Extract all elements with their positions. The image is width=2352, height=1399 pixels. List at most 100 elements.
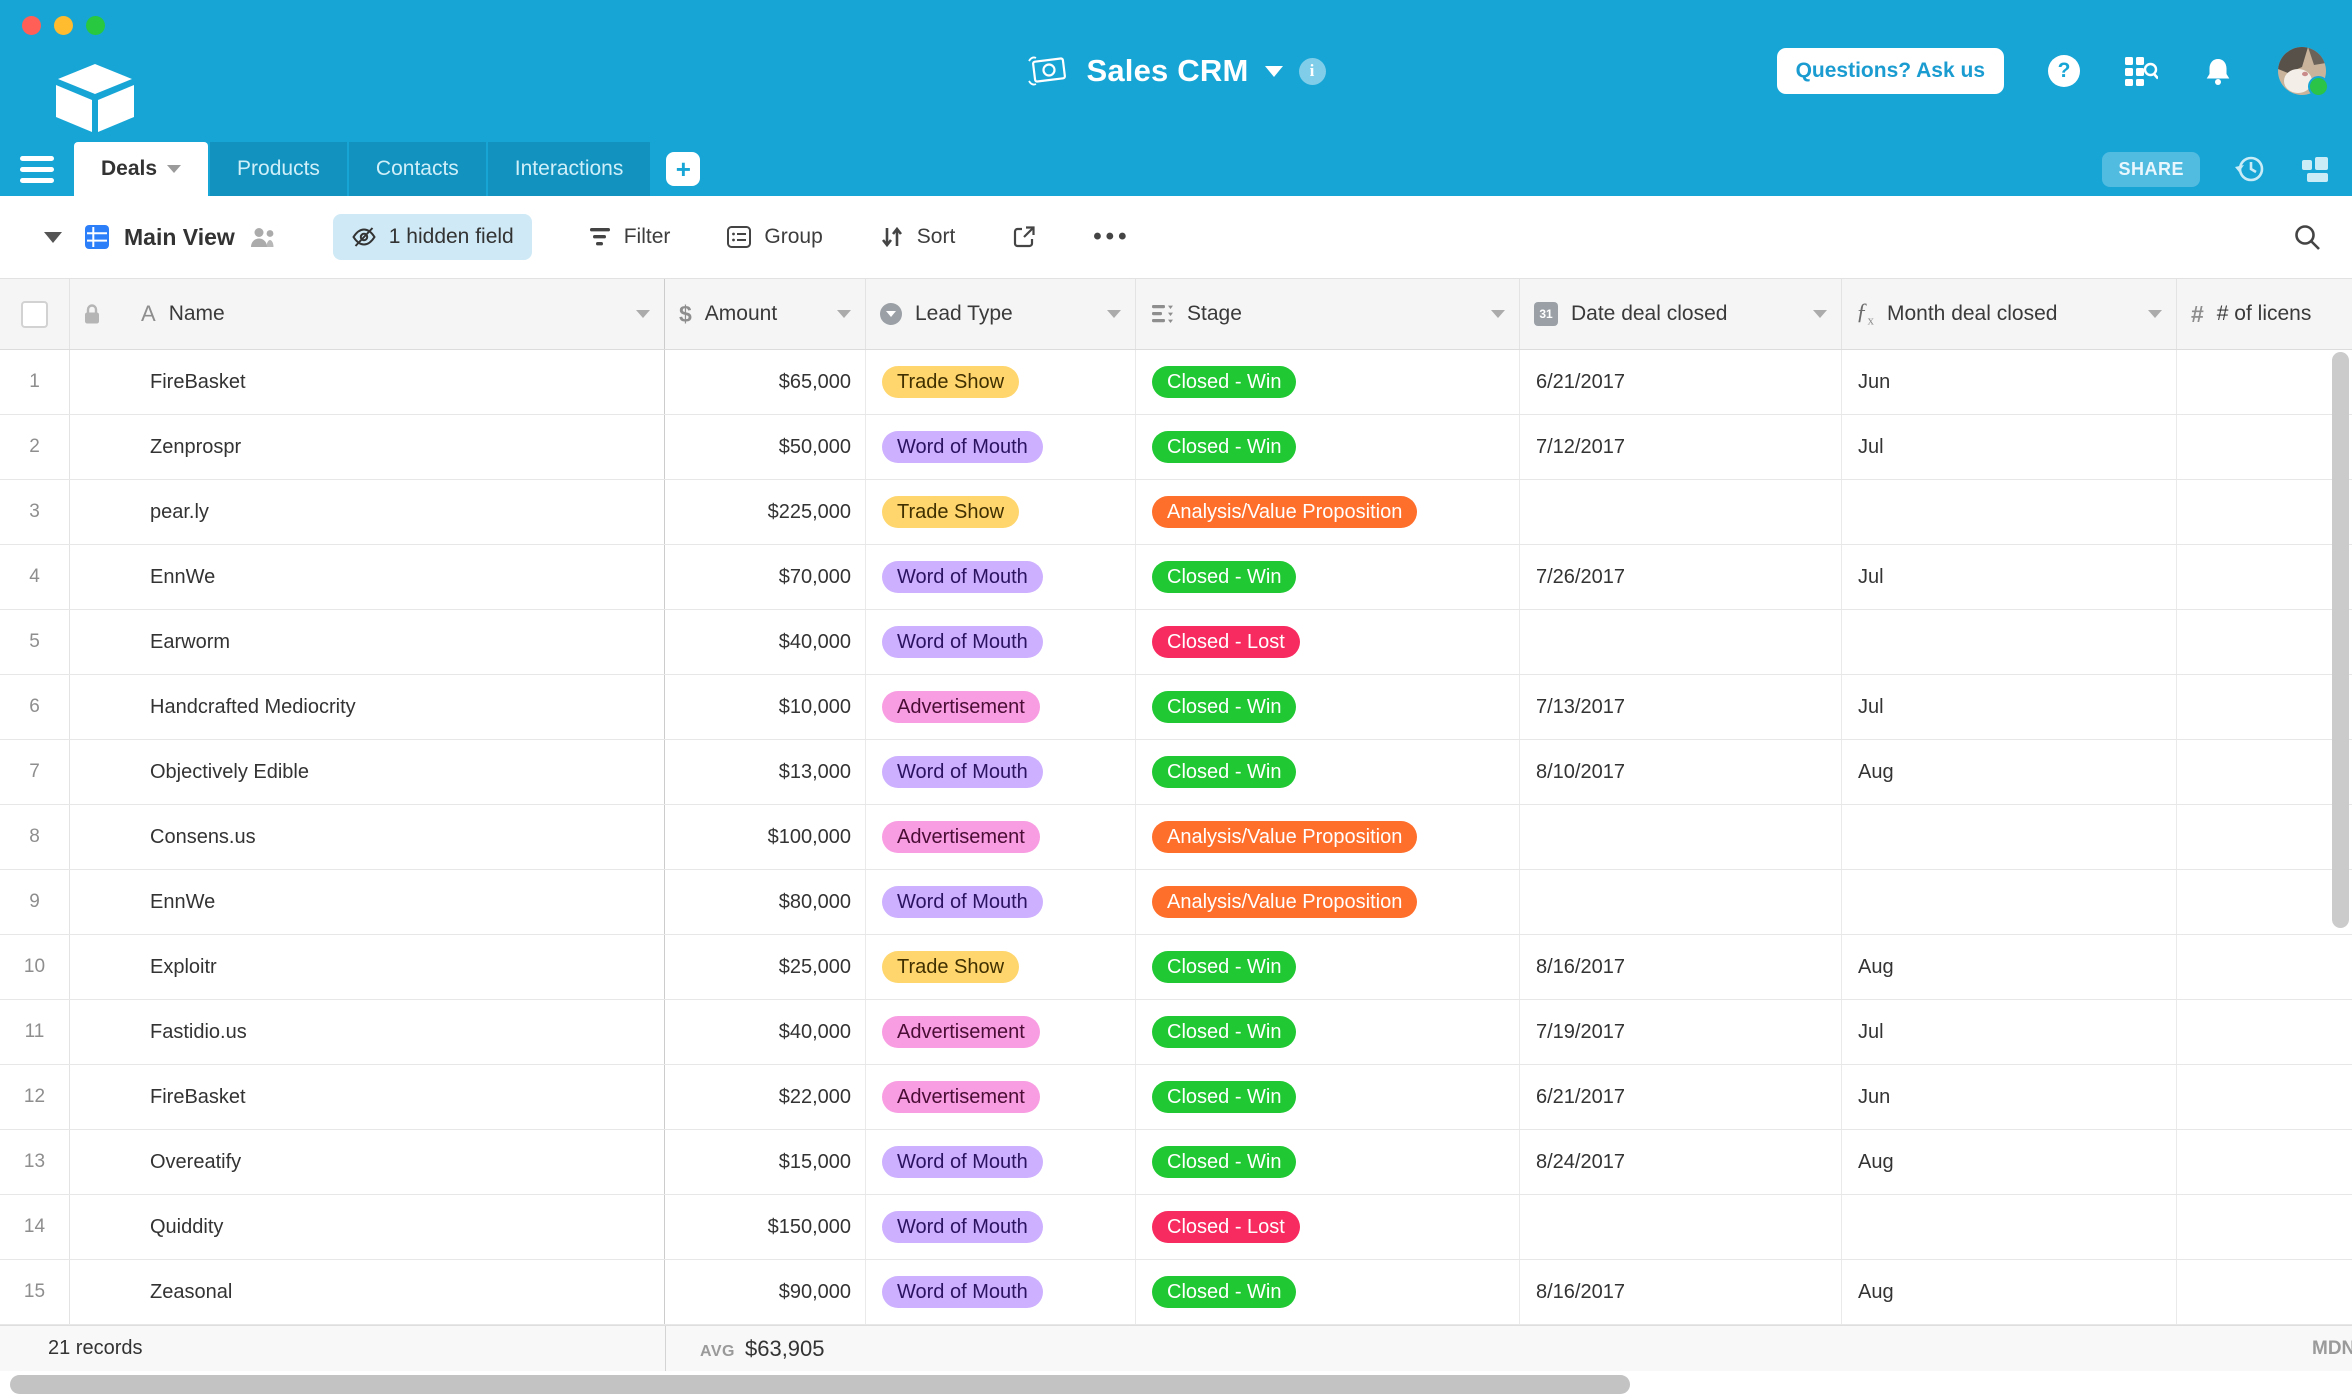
column-caret-icon[interactable] [1813,310,1827,318]
cell-lead-type[interactable]: Word of Mouth [866,415,1136,479]
cell-stage[interactable]: Closed - Win [1136,1260,1520,1324]
cell-date-deal-closed[interactable] [1520,870,1842,934]
sort-button[interactable]: Sort [879,224,955,250]
cell-num-licenses[interactable] [2177,480,2352,544]
cell-month-deal-closed[interactable] [1842,1195,2177,1259]
cell-stage[interactable]: Analysis/Value Proposition [1136,805,1520,869]
vertical-scrollbar-thumb[interactable] [2332,352,2349,928]
cell-stage[interactable]: Closed - Win [1136,1000,1520,1064]
cell-lead-type[interactable]: Word of Mouth [866,545,1136,609]
avg-value[interactable]: $63,905 [744,1335,825,1361]
cell-month-deal-closed[interactable]: Jul [1842,415,2177,479]
cell-date-deal-closed[interactable] [1520,805,1842,869]
cell-lead-type[interactable]: Word of Mouth [866,740,1136,804]
cell-month-deal-closed[interactable]: Jun [1842,1065,2177,1129]
cell-amount[interactable]: $50,000 [665,415,866,479]
base-title[interactable]: Sales CRM [1086,53,1249,88]
cell-num-licenses[interactable] [2177,1000,2352,1064]
cell-name[interactable]: EnnWe [70,545,665,609]
tab-products[interactable]: Products [210,142,347,196]
cell-amount[interactable]: $40,000 [665,610,866,674]
cell-month-deal-closed[interactable]: Aug [1842,740,2177,804]
cell-name[interactable]: Zeasonal [70,1260,665,1324]
view-name[interactable]: Main View [124,223,235,250]
cell-num-licenses[interactable] [2177,545,2352,609]
cell-month-deal-closed[interactable]: Jul [1842,675,2177,739]
cell-date-deal-closed[interactable]: 7/26/2017 [1520,545,1842,609]
cell-amount[interactable]: $90,000 [665,1260,866,1324]
tab-contacts[interactable]: Contacts [348,142,486,196]
cell-month-deal-closed[interactable]: Jul [1842,1000,2177,1064]
cell-stage[interactable]: Analysis/Value Proposition [1136,480,1520,544]
cell-lead-type[interactable]: Word of Mouth [866,870,1136,934]
column-header-name[interactable]: A Name [70,279,665,349]
cell-lead-type[interactable]: Advertisement [866,1000,1136,1064]
questions-button[interactable]: Questions? Ask us [1776,48,2004,94]
cell-date-deal-closed[interactable]: 7/19/2017 [1520,1000,1842,1064]
search-icon[interactable] [2292,222,2322,252]
cell-num-licenses[interactable] [2177,1260,2352,1324]
row-number[interactable]: 7 [0,740,70,804]
minimize-button[interactable] [54,16,73,35]
group-button[interactable]: Group [726,224,823,250]
cell-stage[interactable]: Closed - Win [1136,415,1520,479]
cell-amount[interactable]: $40,000 [665,1000,866,1064]
column-header-amount[interactable]: $ Amount [665,279,866,349]
cell-num-licenses[interactable] [2177,675,2352,739]
share-view-icon[interactable] [1011,224,1037,250]
cell-amount[interactable]: $10,000 [665,675,866,739]
cell-name[interactable]: Zenprospr [70,415,665,479]
cell-amount[interactable]: $150,000 [665,1195,866,1259]
column-header-date-deal-closed[interactable]: 31 Date deal closed [1520,279,1842,349]
row-number[interactable]: 15 [0,1260,70,1324]
row-number[interactable]: 2 [0,415,70,479]
cell-num-licenses[interactable] [2177,350,2352,414]
cell-lead-type[interactable]: Word of Mouth [866,1130,1136,1194]
cell-lead-type[interactable]: Word of Mouth [866,1195,1136,1259]
row-number[interactable]: 10 [0,935,70,999]
grid-view-icon[interactable] [84,224,110,250]
cell-stage[interactable]: Closed - Win [1136,740,1520,804]
cell-month-deal-closed[interactable] [1842,805,2177,869]
cell-stage[interactable]: Closed - Lost [1136,1195,1520,1259]
cell-amount[interactable]: $70,000 [665,545,866,609]
cell-name[interactable]: pear.ly [70,480,665,544]
row-number[interactable]: 9 [0,870,70,934]
cell-lead-type[interactable]: Advertisement [866,1065,1136,1129]
column-header-lead-type[interactable]: Lead Type [866,279,1136,349]
cell-num-licenses[interactable] [2177,1195,2352,1259]
cell-amount[interactable]: $22,000 [665,1065,866,1129]
hidden-fields-button[interactable]: 1 hidden field [332,214,532,260]
column-caret-icon[interactable] [837,310,851,318]
cell-lead-type[interactable]: Trade Show [866,480,1136,544]
cell-num-licenses[interactable] [2177,935,2352,999]
cell-date-deal-closed[interactable] [1520,610,1842,674]
cell-month-deal-closed[interactable]: Jul [1842,545,2177,609]
filter-button[interactable]: Filter [588,225,670,249]
blocks-layout-icon[interactable] [2300,154,2332,184]
cell-lead-type[interactable]: Advertisement [866,675,1136,739]
mdn-label[interactable]: MDN [2312,1337,2352,1359]
cell-amount[interactable]: $100,000 [665,805,866,869]
cell-month-deal-closed[interactable]: Aug [1842,935,2177,999]
add-table-button[interactable]: + [666,152,701,186]
cell-stage[interactable]: Closed - Win [1136,545,1520,609]
row-number[interactable]: 8 [0,805,70,869]
cell-date-deal-closed[interactable]: 8/24/2017 [1520,1130,1842,1194]
cell-lead-type[interactable]: Trade Show [866,350,1136,414]
row-number[interactable]: 13 [0,1130,70,1194]
cell-name[interactable]: Objectively Edible [70,740,665,804]
cell-lead-type[interactable]: Word of Mouth [866,610,1136,674]
row-number[interactable]: 12 [0,1065,70,1129]
marketplace-grid-icon[interactable] [2124,56,2158,86]
cell-name[interactable]: Handcrafted Mediocrity [70,675,665,739]
horizontal-scrollbar-thumb[interactable] [10,1375,1630,1394]
notifications-bell-icon[interactable] [2202,56,2234,86]
cell-name[interactable]: Overeatify [70,1130,665,1194]
cell-date-deal-closed[interactable] [1520,480,1842,544]
airtable-logo-icon[interactable] [52,62,138,136]
more-options-icon[interactable]: ••• [1093,223,1131,250]
cell-name[interactable]: Quiddity [70,1195,665,1259]
row-number[interactable]: 3 [0,480,70,544]
zoom-button[interactable] [86,16,105,35]
